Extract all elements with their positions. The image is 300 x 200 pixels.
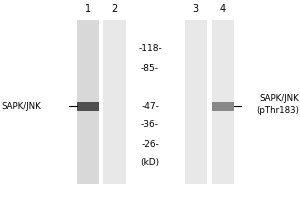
Text: (kD): (kD) bbox=[140, 158, 160, 167]
Text: -118-: -118- bbox=[138, 44, 162, 53]
Text: -85-: -85- bbox=[141, 64, 159, 73]
Text: 4: 4 bbox=[220, 4, 226, 14]
Text: -36-: -36- bbox=[141, 120, 159, 129]
Text: 1: 1 bbox=[85, 4, 91, 14]
Text: 3: 3 bbox=[193, 4, 199, 14]
Text: SAPK/JNK
(pThr183): SAPK/JNK (pThr183) bbox=[256, 94, 299, 115]
Bar bbox=[212, 102, 234, 111]
Bar bbox=[76, 102, 99, 111]
Text: -47-: -47- bbox=[141, 102, 159, 111]
Bar bbox=[212, 20, 234, 184]
Bar bbox=[184, 20, 207, 184]
Text: -26-: -26- bbox=[141, 140, 159, 149]
Text: SAPK/JNK: SAPK/JNK bbox=[2, 102, 41, 111]
Bar bbox=[103, 20, 126, 184]
Bar bbox=[76, 20, 99, 184]
Text: 2: 2 bbox=[112, 4, 118, 14]
